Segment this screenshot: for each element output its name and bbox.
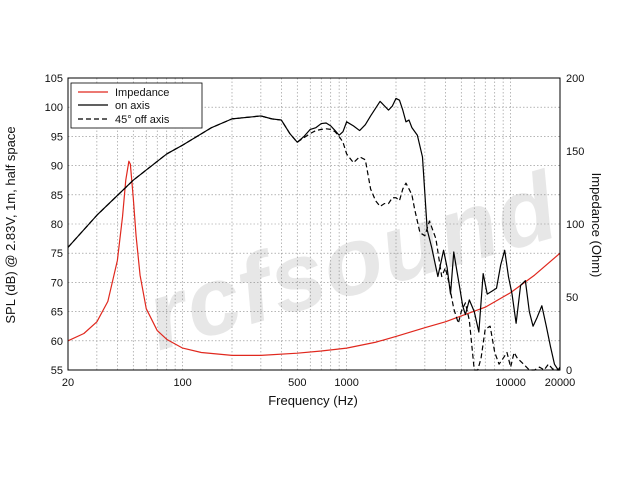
legend-label-on-axis: on axis [115,100,150,112]
y2-tick-label: 200 [566,73,584,85]
x-tick-label: 20000 [545,377,576,389]
tick-labels: 20 100 500 1000 10000 20000556065707580859095… [45,73,585,389]
x-tick-label: 20 [62,377,74,389]
y2-tick-label: 150 [566,146,584,158]
x-axis-label: Frequency (Hz) [268,393,358,408]
y-tick-label: 75 [51,248,63,260]
y-tick-label: 60 [51,336,63,348]
y-tick-label: 55 [51,365,63,377]
y2-tick-label: 50 [566,292,578,304]
plot-frame [67,77,561,371]
y-tick-label: 85 [51,190,63,202]
y2-tick-label: 100 [566,219,584,231]
legend-label-impedance: Impedance [115,87,169,99]
series-line-on-axis [67,97,561,371]
y-tick-label: 100 [45,102,63,114]
legend-label-off-axis: 45° off axis [115,114,170,126]
series-group [67,97,561,371]
y-axis-label: SPL (dB) @ 2.83V, 1m, half space [3,126,18,323]
series-line-45-off-axis [67,115,560,371]
x-tick-label: 10000 [495,377,526,389]
y-tick-label: 105 [45,73,63,85]
y-tick-label: 95 [51,131,63,143]
y2-tick-label: 0 [566,365,572,377]
y-tick-label: 80 [51,219,63,231]
grid [68,78,560,370]
y2-axis-label: Impedance (Ohm) [589,173,604,278]
x-tick-label: 1000 [334,377,358,389]
legend: Impedance on axis 45° off axis [70,82,203,129]
x-tick-label: 500 [288,377,306,389]
y-tick-label: 90 [51,161,63,173]
x-tick-label: 100 [173,377,191,389]
y-tick-label: 65 [51,307,63,319]
series-line-impedance [67,160,561,356]
y-tick-label: 70 [51,277,63,289]
